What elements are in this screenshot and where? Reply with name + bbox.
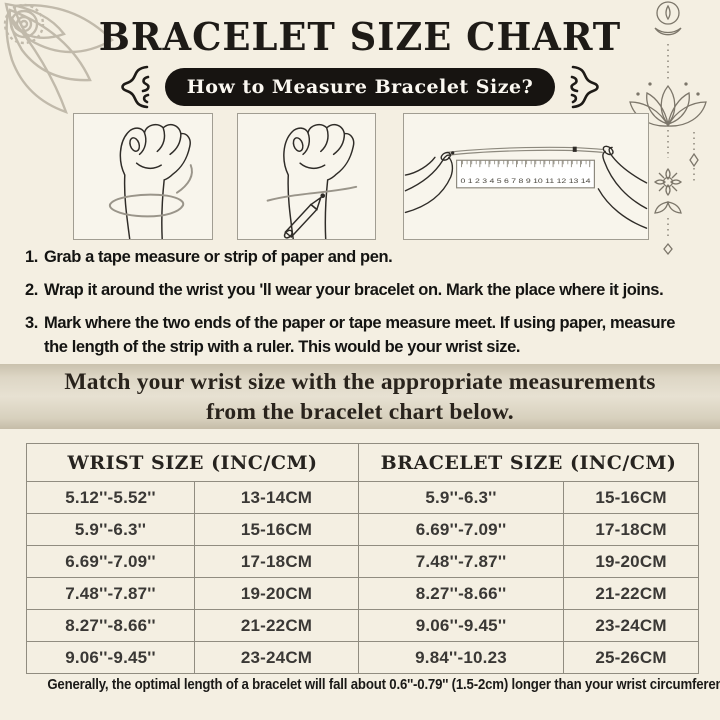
subtitle-row: How to Measure Bracelet Size? [0,64,720,110]
wrist-cm-cell: 23-24CM [193,641,360,674]
size-table-container: WRIST SIZE (INC/CM) BRACELET SIZE (INC/C… [25,443,700,674]
table-row: 9.06''-9.45'' 23-24CM 9.84''-10.23 25-26… [26,641,700,674]
step-number: 1. [25,248,38,266]
table-row: 6.69''-7.09'' 17-18CM 7.48''-7.87'' 19-2… [26,545,700,578]
step-number: 2. [25,280,38,299]
bracelet-cm-cell: 19-20CM [563,545,700,578]
bracelet-cm-cell: 15-16CM [563,481,700,514]
bracelet-cm-cell: 23-24CM [563,609,700,642]
bracelet-cm-cell: 25-26CM [563,641,700,674]
wrist-cm-cell: 15-16CM [193,513,360,546]
bracelet-inch-cell: 6.69''-7.09'' [358,513,565,546]
wrist-cm-cell: 21-22CM [193,609,360,642]
wrist-inch-cell: 7.48''-7.87'' [26,577,195,610]
subtitle-text: How to Measure Bracelet Size? [186,76,534,98]
step-text: Wrap it around the wrist you 'll wear yo… [43,280,664,299]
wrist-inch-cell: 9.06''-9.45'' [26,641,195,674]
size-table: WRIST SIZE (INC/CM) BRACELET SIZE (INC/C… [25,443,700,674]
bracelet-inch-cell: 9.84''-10.23 [358,641,565,674]
bracelet-size-header: BRACELET SIZE (INC/CM) [358,443,700,482]
bracelet-inch-cell: 5.9''-6.3'' [358,481,565,514]
match-size-banner: Match your wrist size with the appropria… [0,364,720,429]
table-header-row: WRIST SIZE (INC/CM) BRACELET SIZE (INC/C… [25,443,700,482]
instruction-step-1: 1. Grab a tape measure or strip of paper… [25,246,697,270]
bracelet-inch-cell: 8.27''-8.66'' [358,577,565,610]
table-row: 7.48''-7.87'' 19-20CM 8.27''-8.66'' 21-2… [26,577,700,610]
footer-note: Generally, the optimal length of a brace… [0,676,720,694]
subtitle-pill: How to Measure Bracelet Size? [164,68,556,106]
table-row: 5.12''-5.52'' 13-14CM 5.9''-6.3'' 15-16C… [26,481,700,514]
page-title: BRACELET SIZE CHART [98,14,622,59]
ruler-measure-icon: 0 1 2 3 4 5 6 7 8 9 10 11 12 13 14 [404,145,648,229]
hand-with-tape-icon [109,114,193,239]
wrist-inch-cell: 8.27''-8.66'' [26,609,195,642]
wrist-inch-cell: 6.69''-7.09'' [26,545,195,578]
wrist-size-header: WRIST SIZE (INC/CM) [25,443,360,482]
banner-line-1: Match your wrist size with the appropria… [64,368,656,395]
wrist-cm-cell: 19-20CM [193,577,360,610]
hand-with-pen-icon [266,114,358,239]
table-row: 8.27''-8.66'' 21-22CM 9.06''-9.45'' 23-2… [26,609,700,642]
flourish-left-icon [120,65,150,109]
bracelet-cm-cell: 17-18CM [563,513,700,546]
wrist-cm-cell: 17-18CM [193,545,360,578]
illustration-measure-with-ruler: 0 1 2 3 4 5 6 7 8 9 10 11 12 13 14 [403,113,649,240]
table-row: 5.9''-6.3'' 15-16CM 6.69''-7.09'' 17-18C… [26,513,700,546]
illustration-mark-with-pen [237,113,376,240]
bracelet-inch-cell: 7.48''-7.87'' [358,545,565,578]
instructions-list: 1. Grab a tape measure or strip of paper… [25,246,697,360]
step-number: 3. [25,313,38,332]
step-text: Mark where the two ends of the paper or … [43,313,676,356]
instruction-step-2: 2. Wrap it around the wrist you 'll wear… [25,279,697,303]
instruction-step-3: 3. Mark where the two ends of the paper … [25,312,697,360]
wrist-inch-cell: 5.9''-6.3'' [26,513,195,546]
ruler-numbers: 0 1 2 3 4 5 6 7 8 9 10 11 12 13 14 [461,178,592,185]
wrist-inch-cell: 5.12''-5.52'' [26,481,195,514]
wrist-cm-cell: 13-14CM [193,481,360,514]
step-text: Grab a tape measure or strip of paper an… [43,248,393,266]
bracelet-inch-cell: 9.06''-9.45'' [358,609,565,642]
footer-note-text: Generally, the optimal length of a brace… [47,676,720,693]
illustration-tape-around-wrist [73,113,213,240]
banner-line-2: from the bracelet chart below. [206,398,514,425]
flourish-right-icon [570,65,600,109]
bracelet-cm-cell: 21-22CM [563,577,700,610]
